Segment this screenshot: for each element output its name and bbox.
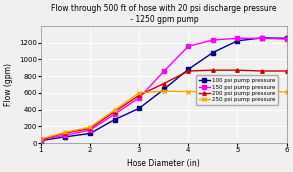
200 psi pump pressure xyxy=(211,69,215,71)
200 psi pump pressure xyxy=(162,83,166,85)
100 psi pump pressure xyxy=(64,136,67,138)
Title: Flow through 500 ft of hose with 20 psi discharge pressure
 - 1250 gpm pump: Flow through 500 ft of hose with 20 psi … xyxy=(51,4,277,24)
150 psi pump pressure xyxy=(137,97,141,99)
150 psi pump pressure xyxy=(162,70,166,72)
150 psi pump pressure xyxy=(39,139,43,141)
200 psi pump pressure xyxy=(137,94,141,96)
250 psi pump pressure xyxy=(187,90,190,93)
Legend: 100 psi pump pressure, 150 psi pump pressure, 200 psi pump pressure, 250 psi pum: 100 psi pump pressure, 150 psi pump pres… xyxy=(196,76,278,105)
100 psi pump pressure xyxy=(113,119,116,121)
100 psi pump pressure xyxy=(236,40,239,42)
250 psi pump pressure xyxy=(162,90,166,92)
100 psi pump pressure xyxy=(211,52,215,54)
X-axis label: Hose Diameter (in): Hose Diameter (in) xyxy=(127,159,200,168)
200 psi pump pressure xyxy=(285,70,288,72)
250 psi pump pressure xyxy=(236,90,239,93)
100 psi pump pressure xyxy=(187,68,190,70)
250 psi pump pressure xyxy=(39,138,43,140)
200 psi pump pressure xyxy=(88,127,92,130)
150 psi pump pressure xyxy=(113,113,116,115)
250 psi pump pressure xyxy=(285,91,288,93)
100 psi pump pressure xyxy=(137,107,141,109)
200 psi pump pressure xyxy=(187,70,190,72)
Line: 100 psi pump pressure: 100 psi pump pressure xyxy=(39,36,288,142)
200 psi pump pressure xyxy=(64,132,67,134)
Line: 250 psi pump pressure: 250 psi pump pressure xyxy=(39,89,288,141)
100 psi pump pressure xyxy=(285,37,288,39)
100 psi pump pressure xyxy=(162,88,166,90)
200 psi pump pressure xyxy=(39,138,43,140)
250 psi pump pressure xyxy=(260,91,264,93)
100 psi pump pressure xyxy=(39,139,43,142)
200 psi pump pressure xyxy=(236,69,239,71)
150 psi pump pressure xyxy=(236,37,239,39)
250 psi pump pressure xyxy=(113,109,116,111)
150 psi pump pressure xyxy=(64,134,67,136)
Line: 150 psi pump pressure: 150 psi pump pressure xyxy=(39,37,288,142)
250 psi pump pressure xyxy=(137,92,141,94)
150 psi pump pressure xyxy=(260,37,264,39)
250 psi pump pressure xyxy=(211,90,215,93)
150 psi pump pressure xyxy=(285,38,288,40)
150 psi pump pressure xyxy=(187,45,190,47)
200 psi pump pressure xyxy=(113,111,116,113)
200 psi pump pressure xyxy=(260,70,264,72)
Y-axis label: Flow (gpm): Flow (gpm) xyxy=(4,63,13,106)
250 psi pump pressure xyxy=(64,131,67,133)
150 psi pump pressure xyxy=(211,39,215,41)
250 psi pump pressure xyxy=(88,126,92,128)
100 psi pump pressure xyxy=(88,132,92,135)
100 psi pump pressure xyxy=(260,37,264,39)
Line: 200 psi pump pressure: 200 psi pump pressure xyxy=(39,68,288,141)
150 psi pump pressure xyxy=(88,129,92,131)
